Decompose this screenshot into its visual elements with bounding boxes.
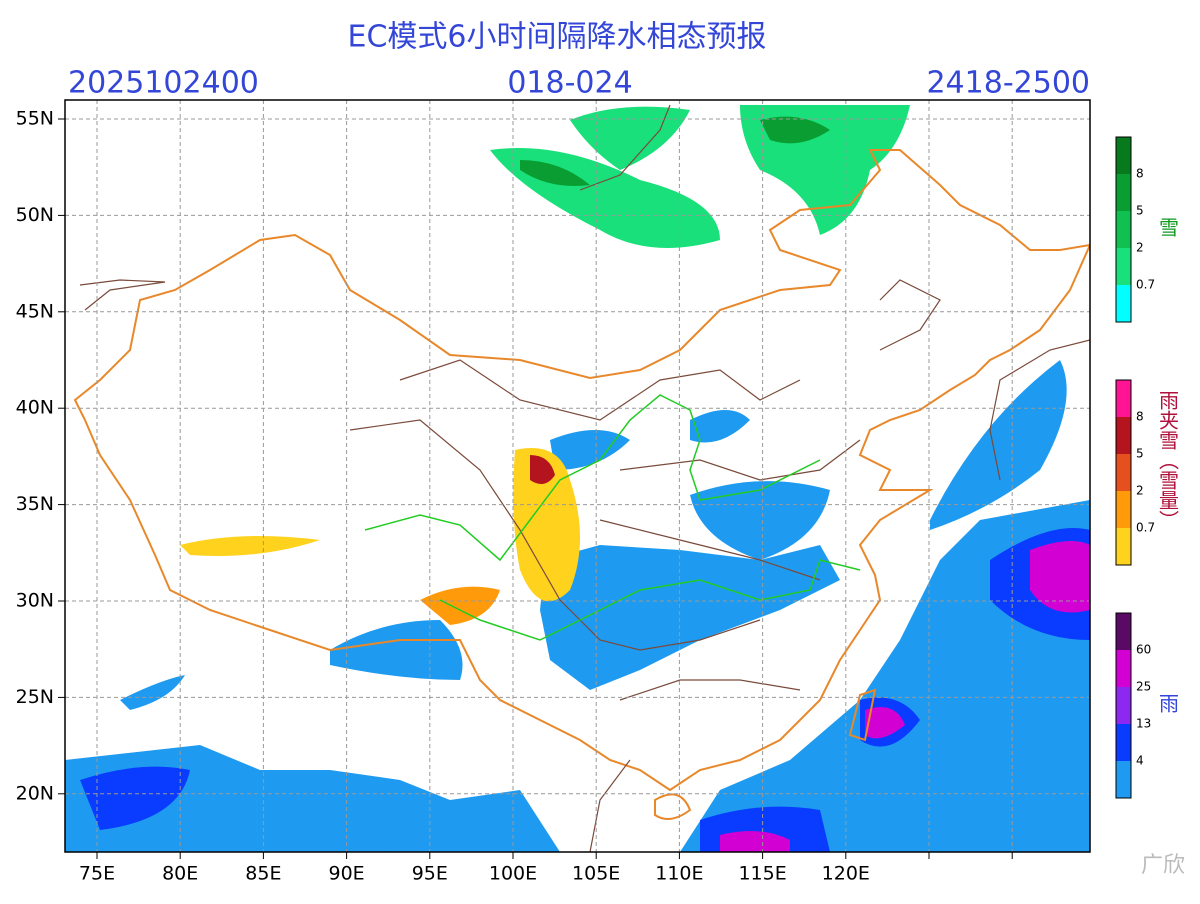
- legend-title: 雨夹雪（雪量）: [1156, 390, 1180, 530]
- legend-label: 2: [1136, 484, 1144, 498]
- legend-label: 0.7: [1136, 521, 1155, 535]
- lon-label: 110E: [655, 863, 703, 885]
- lon-label: 120E: [822, 863, 870, 885]
- legend-swatch: [1116, 211, 1131, 248]
- lat-label: 40N: [16, 397, 54, 419]
- lat-label: 25N: [16, 686, 54, 708]
- title: EC模式6小时间隔降水相态预报: [348, 20, 767, 55]
- legend-swatch: [1116, 248, 1131, 285]
- lon-label: 85E: [245, 863, 281, 885]
- init-time: 2025102400: [68, 66, 259, 101]
- legend-label: 8: [1136, 410, 1144, 424]
- forecast-hours: 018-024: [507, 66, 632, 101]
- lon-label: 105E: [572, 863, 620, 885]
- lat-label: 55N: [16, 108, 54, 130]
- lat-label: 20N: [16, 782, 54, 804]
- rain-area: [65, 360, 1090, 852]
- legend-swatch: [1116, 491, 1131, 528]
- lat-label: 35N: [16, 493, 54, 515]
- legend-frame: [1115, 379, 1132, 566]
- legend-label: 4: [1136, 754, 1144, 768]
- legend-swatch: [1116, 724, 1131, 761]
- mixed-area: [180, 448, 580, 625]
- legend-label: 8: [1136, 167, 1144, 181]
- legend-swatch: [1116, 613, 1131, 650]
- legend-frame: [1115, 612, 1132, 799]
- legend-swatch: [1116, 454, 1131, 491]
- watermark: 广欣: [1141, 853, 1185, 878]
- lat-label: 30N: [16, 590, 54, 612]
- legend-swatch: [1116, 137, 1131, 174]
- legend-swatch: [1116, 528, 1131, 565]
- legend-swatch: [1116, 650, 1131, 687]
- legend-label: 0.7: [1136, 278, 1155, 292]
- lat-label: 50N: [16, 204, 54, 226]
- legend-frame: [1115, 136, 1132, 323]
- legend-label: 5: [1136, 447, 1144, 461]
- lon-label: 90E: [329, 863, 365, 885]
- legend-label: 60: [1136, 643, 1151, 657]
- legend-label: 13: [1136, 717, 1151, 731]
- legend-label: 25: [1136, 680, 1151, 694]
- legend-swatch: [1116, 285, 1131, 322]
- valid-time: 2418-2500: [926, 66, 1090, 101]
- lat-label: 45N: [16, 300, 54, 322]
- legend-swatch: [1116, 687, 1131, 724]
- legend-label: 2: [1136, 241, 1144, 255]
- legend-swatch: [1116, 174, 1131, 211]
- lon-label: 115E: [738, 863, 786, 885]
- legend-title: 雨: [1156, 693, 1180, 713]
- legend-title: 雪: [1156, 217, 1180, 237]
- lon-label: 100E: [489, 863, 537, 885]
- legend-swatch: [1116, 417, 1131, 454]
- map-frame: [64, 99, 1091, 853]
- legend-label: 5: [1136, 204, 1144, 218]
- lon-label: 80E: [162, 863, 198, 885]
- lon-label: 95E: [412, 863, 448, 885]
- legend-swatch: [1116, 380, 1131, 417]
- legend-swatch: [1116, 761, 1131, 798]
- lon-label: 75E: [79, 863, 115, 885]
- map: [65, 100, 1090, 852]
